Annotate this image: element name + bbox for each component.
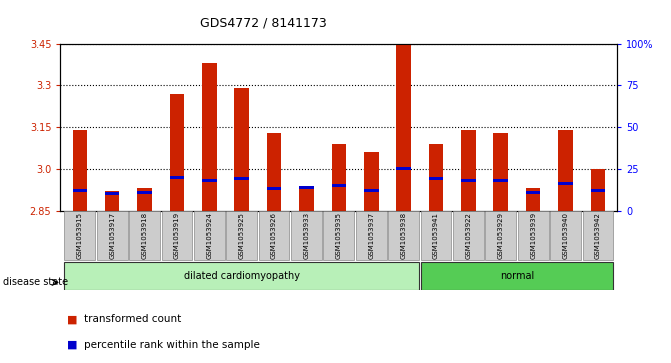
Bar (461, 179, 476, 182)
Bar (323, 211, 354, 260)
Text: GSM1053915: GSM1053915 (76, 212, 83, 259)
Bar (558, 130, 573, 211)
Text: GSM1053942: GSM1053942 (595, 212, 601, 259)
Bar (518, 211, 548, 260)
Text: percentile rank within the sample: percentile rank within the sample (84, 340, 260, 350)
Bar (202, 63, 217, 211)
Bar (299, 188, 314, 211)
Bar (397, 41, 411, 211)
Text: GDS4772 / 8141173: GDS4772 / 8141173 (200, 16, 326, 29)
Bar (331, 144, 346, 211)
Text: ■: ■ (67, 340, 78, 350)
Bar (485, 211, 516, 260)
Text: GSM1053940: GSM1053940 (562, 212, 568, 259)
Bar (550, 211, 581, 260)
Bar (331, 184, 346, 187)
Text: GSM1053917: GSM1053917 (109, 212, 115, 259)
Text: GSM1053919: GSM1053919 (174, 212, 180, 259)
Bar (64, 211, 95, 260)
Bar (226, 211, 257, 260)
Text: dilated cardiomyopathy: dilated cardiomyopathy (184, 271, 300, 281)
Bar (64, 262, 419, 290)
Bar (170, 176, 185, 179)
Bar (234, 178, 249, 180)
Bar (234, 88, 249, 211)
Text: GSM1053924: GSM1053924 (207, 212, 212, 259)
Text: disease state: disease state (3, 277, 68, 287)
Bar (493, 132, 508, 211)
Bar (461, 130, 476, 211)
Bar (202, 179, 217, 182)
Bar (389, 211, 419, 260)
Bar (267, 187, 281, 190)
Bar (526, 188, 540, 211)
Bar (194, 211, 225, 260)
Bar (170, 94, 185, 211)
Bar (130, 211, 160, 260)
Bar (364, 152, 378, 211)
Text: normal: normal (500, 271, 534, 281)
Bar (105, 192, 119, 195)
Bar (590, 189, 605, 192)
Bar (526, 191, 540, 193)
Bar (558, 183, 573, 185)
Bar (493, 179, 508, 182)
Bar (582, 211, 613, 260)
Bar (267, 132, 281, 211)
Text: GSM1053922: GSM1053922 (466, 212, 471, 259)
Bar (138, 191, 152, 193)
Text: ■: ■ (67, 314, 78, 325)
Text: GSM1053933: GSM1053933 (303, 212, 309, 259)
Bar (397, 167, 411, 170)
Text: GSM1053925: GSM1053925 (239, 212, 245, 259)
Text: transformed count: transformed count (84, 314, 181, 325)
Text: GSM1053918: GSM1053918 (142, 212, 148, 259)
Bar (72, 130, 87, 211)
Text: GSM1053926: GSM1053926 (271, 212, 277, 259)
Bar (421, 211, 452, 260)
Text: GSM1053941: GSM1053941 (433, 212, 439, 259)
Text: GSM1053939: GSM1053939 (530, 212, 536, 259)
Bar (299, 186, 314, 188)
Bar (356, 211, 386, 260)
Bar (105, 191, 119, 211)
Bar (291, 211, 322, 260)
Bar (97, 211, 127, 260)
Bar (364, 189, 378, 192)
Text: GSM1053929: GSM1053929 (498, 212, 504, 259)
Bar (590, 169, 605, 211)
Bar (421, 262, 613, 290)
Text: GSM1053935: GSM1053935 (336, 212, 342, 259)
Bar (453, 211, 484, 260)
Bar (138, 188, 152, 211)
Text: GSM1053937: GSM1053937 (368, 212, 374, 259)
Bar (72, 189, 87, 192)
Bar (259, 211, 289, 260)
Bar (162, 211, 193, 260)
Bar (429, 178, 444, 180)
Text: GSM1053938: GSM1053938 (401, 212, 407, 259)
Bar (429, 144, 444, 211)
